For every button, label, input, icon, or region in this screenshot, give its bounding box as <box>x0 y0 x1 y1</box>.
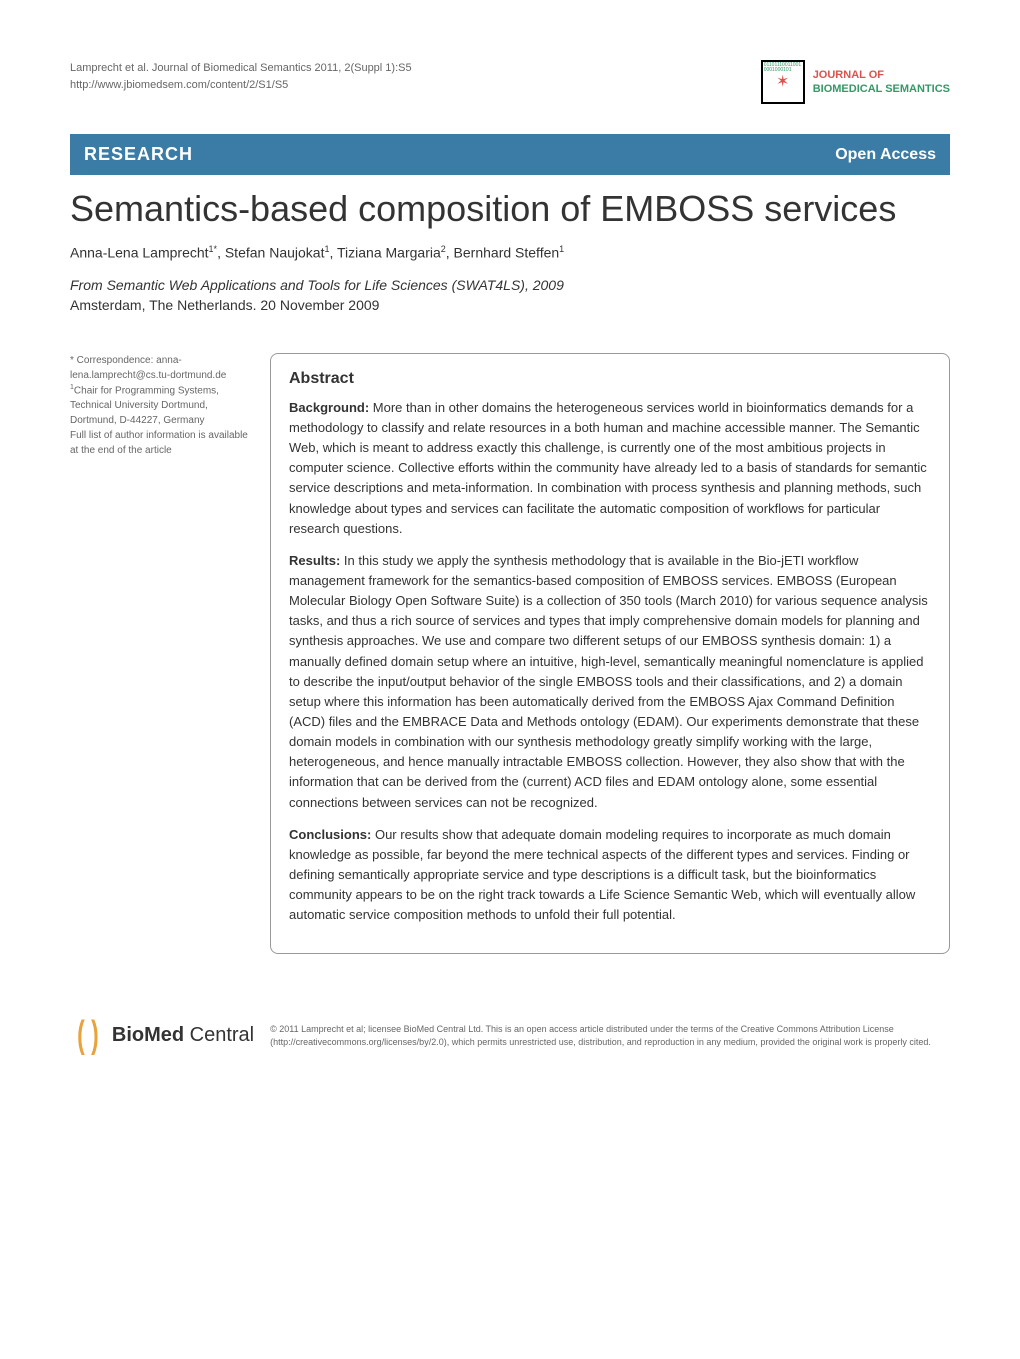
conference-location: Amsterdam, The Netherlands. 20 November … <box>70 297 950 313</box>
page-header: Lamprecht et al. Journal of Biomedical S… <box>70 60 950 104</box>
abstract-conclusions: Conclusions: Our results show that adequ… <box>289 825 931 926</box>
star-icon: ✶ <box>776 80 789 85</box>
bmc-bold: BioMed <box>112 1024 184 1046</box>
citation-url: http://www.jbiomedsem.com/content/2/S1/S… <box>70 77 412 94</box>
correspondence-label: * Correspondence: <box>70 355 156 366</box>
journal-name: JOURNAL OF BIOMEDICAL SEMANTICS <box>813 68 950 97</box>
journal-name-line1: JOURNAL OF <box>813 68 950 82</box>
author-name: , Bernhard Steffen <box>446 245 559 261</box>
background-label: Background: <box>289 400 369 415</box>
author-name: Anna-Lena Lamprecht <box>70 245 209 261</box>
open-access-label: Open Access <box>835 146 936 164</box>
bmc-paren-icon: ( ) <box>77 1014 99 1057</box>
background-text: More than in other domains the heterogen… <box>289 400 927 536</box>
main-content: * Correspondence: anna-lena.lamprecht@cs… <box>70 353 950 955</box>
conference-name: Semantic Web Applications and Tools for … <box>107 277 564 293</box>
research-banner: RESEARCH Open Access <box>70 134 950 175</box>
author-info-note: Full list of author information is avail… <box>70 428 250 458</box>
citation-block: Lamprecht et al. Journal of Biomedical S… <box>70 60 412 93</box>
journal-logo-icon: ✶ <box>761 60 805 104</box>
author-affil-sup: 1 <box>559 244 564 254</box>
biomed-central-logo: ( ) BioMed Central <box>70 1014 254 1057</box>
results-text: In this study we apply the synthesis met… <box>289 553 928 810</box>
research-label: RESEARCH <box>84 144 193 165</box>
correspondence-sidebar: * Correspondence: anna-lena.lamprecht@cs… <box>70 353 250 955</box>
conclusions-text: Our results show that adequate domain mo… <box>289 827 915 923</box>
article-title: Semantics-based composition of EMBOSS se… <box>70 187 950 230</box>
author-list: Anna-Lena Lamprecht1*, Stefan Naujokat 1,… <box>70 244 950 261</box>
abstract-results: Results: In this study we apply the synt… <box>289 551 931 813</box>
abstract-box: Abstract Background: More than in other … <box>270 353 950 955</box>
conference-line: From Semantic Web Applications and Tools… <box>70 277 950 293</box>
citation-line: Lamprecht et al. Journal of Biomedical S… <box>70 60 412 77</box>
results-label: Results: <box>289 553 340 568</box>
abstract-heading: Abstract <box>289 370 931 388</box>
bmc-rest: Central <box>184 1024 254 1046</box>
conclusions-label: Conclusions: <box>289 827 371 842</box>
journal-name-line2: BIOMEDICAL SEMANTICS <box>813 82 950 96</box>
author-affil-sup: 1* <box>209 244 218 254</box>
copyright-text: © 2011 Lamprecht et al; licensee BioMed … <box>270 1023 950 1048</box>
bmc-text: BioMed Central <box>112 1024 254 1047</box>
from-label: From <box>70 277 103 293</box>
author-name: , Stefan Naujokat <box>217 245 324 261</box>
affiliation-block: 1Chair for Programming Systems, Technica… <box>70 383 250 428</box>
page-footer: ( ) BioMed Central © 2011 Lamprecht et a… <box>70 1014 950 1057</box>
correspondence-block: * Correspondence: anna-lena.lamprecht@cs… <box>70 353 250 383</box>
journal-logo: ✶ JOURNAL OF BIOMEDICAL SEMANTICS <box>761 60 950 104</box>
abstract-background: Background: More than in other domains t… <box>289 398 931 539</box>
author-name: , Tiziana Margaria <box>329 245 440 261</box>
affiliation-text: Chair for Programming Systems, Technical… <box>70 385 219 426</box>
